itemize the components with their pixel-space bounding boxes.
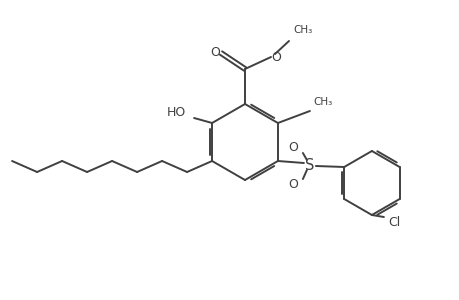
Text: O: O	[210, 46, 219, 59]
Text: CH₃: CH₃	[292, 25, 312, 35]
Text: S: S	[305, 158, 314, 172]
Text: HO: HO	[166, 106, 185, 118]
Text: Cl: Cl	[387, 215, 399, 229]
Text: O: O	[287, 178, 297, 191]
Text: O: O	[270, 50, 280, 64]
Text: CH₃: CH₃	[312, 97, 331, 107]
Text: O: O	[287, 140, 297, 154]
